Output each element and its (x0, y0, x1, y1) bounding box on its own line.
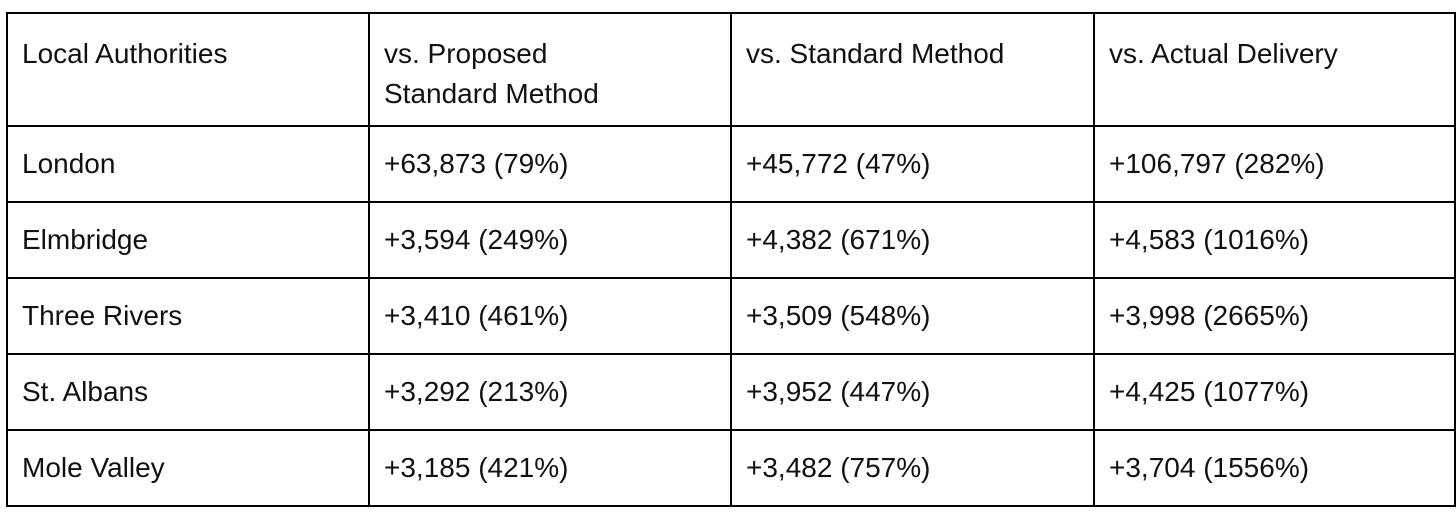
table-cell: +3,704 (1556%) (1093, 429, 1456, 507)
column-header-local-authorities: Local Authorities (6, 12, 370, 127)
table-cell: +3,952 (447%) (730, 353, 1095, 431)
table-cell: +3,482 (757%) (730, 429, 1095, 507)
table-cell: +3,998 (2665%) (1093, 277, 1456, 355)
column-header-vs-standard-method: vs. Standard Method (730, 12, 1095, 127)
table-cell: +3,509 (548%) (730, 277, 1095, 355)
table-cell: +63,873 (79%) (368, 125, 732, 203)
table-cell: +4,425 (1077%) (1093, 353, 1456, 431)
column-header-vs-actual-delivery: vs. Actual Delivery (1093, 12, 1456, 127)
table-cell: St. Albans (6, 353, 370, 431)
table-row: St. Albans +3,292 (213%) +3,952 (447%) +… (6, 353, 1456, 431)
table-cell: +3,410 (461%) (368, 277, 732, 355)
table-cell: Mole Valley (6, 429, 370, 507)
table-cell: +4,583 (1016%) (1093, 201, 1456, 279)
table-cell: +45,772 (47%) (730, 125, 1095, 203)
column-header-vs-proposed-standard-method: vs. Proposed Standard Method (368, 12, 732, 127)
table-row: Three Rivers +3,410 (461%) +3,509 (548%)… (6, 277, 1456, 355)
table-cell: +3,594 (249%) (368, 201, 732, 279)
table-cell: +106,797 (282%) (1093, 125, 1456, 203)
table-row: Mole Valley +3,185 (421%) +3,482 (757%) … (6, 429, 1456, 507)
table-cell: London (6, 125, 370, 203)
table-cell: Three Rivers (6, 277, 370, 355)
header-row: Local Authorities vs. Proposed Standard … (6, 12, 1456, 127)
table-cell: Elmbridge (6, 201, 370, 279)
table-cell: +3,292 (213%) (368, 353, 732, 431)
table-cell: +4,382 (671%) (730, 201, 1095, 279)
data-table: Local Authorities vs. Proposed Standard … (6, 12, 1456, 507)
table-cell: +3,185 (421%) (368, 429, 732, 507)
table-row: London +63,873 (79%) +45,772 (47%) +106,… (6, 125, 1456, 203)
table-row: Elmbridge +3,594 (249%) +4,382 (671%) +4… (6, 201, 1456, 279)
